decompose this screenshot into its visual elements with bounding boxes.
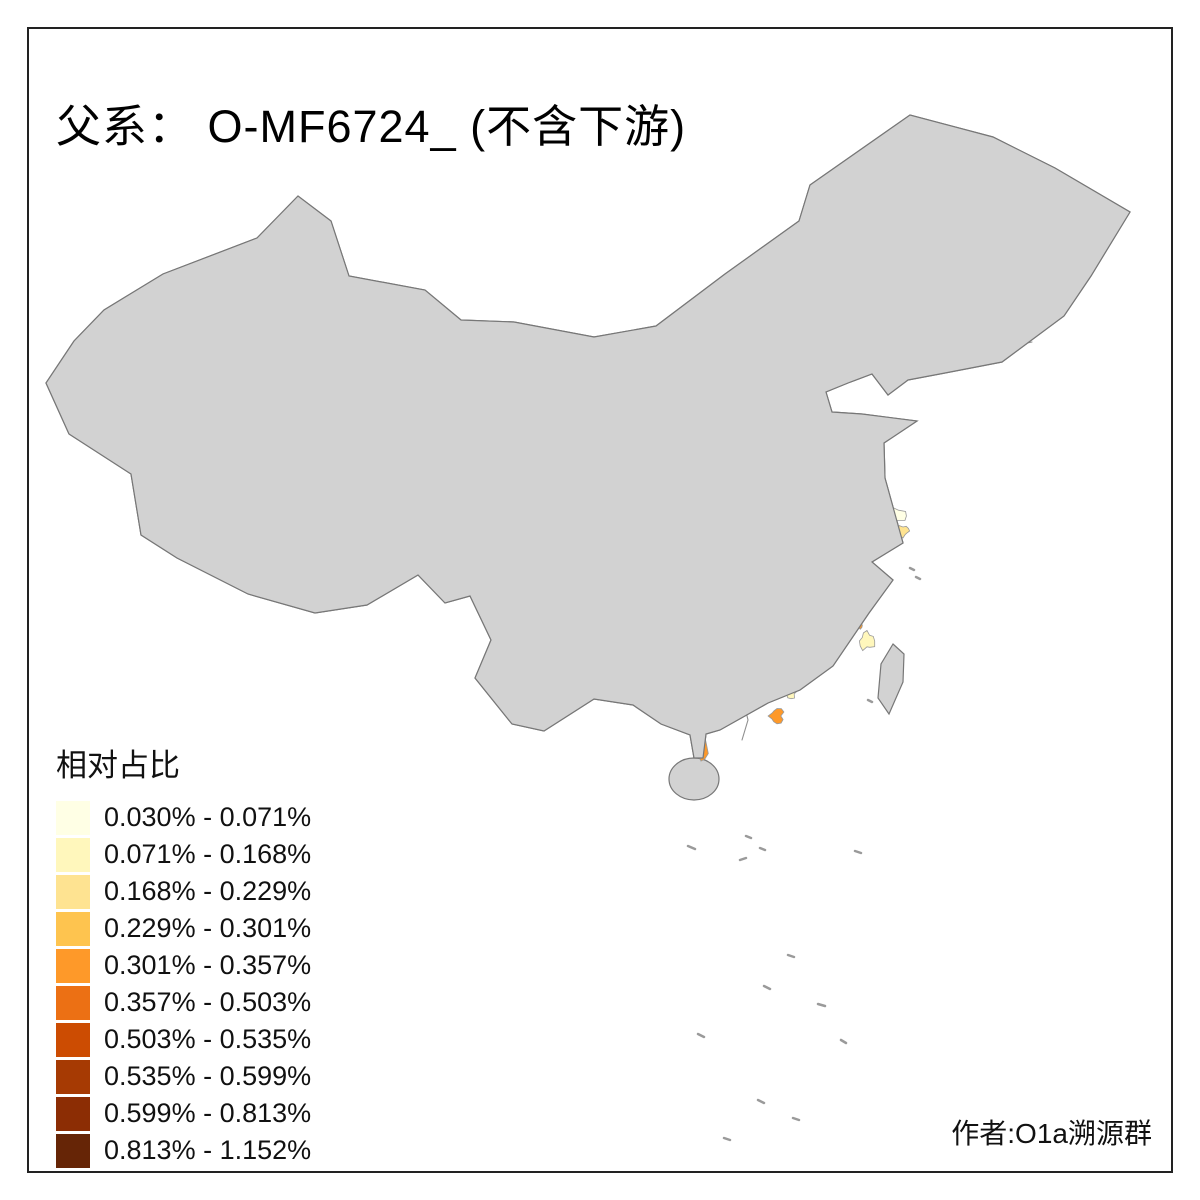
legend-swatch [56,1133,90,1168]
legend-swatch [56,985,90,1020]
legend: 相对占比 0.030% - 0.071% 0.071% - 0.168% 0.168… [56,740,311,1169]
legend-swatch [56,874,90,909]
legend-item: 0.599% - 0.813% [56,1095,311,1132]
legend-swatch [56,948,90,983]
legend-label: 0.357% - 0.503% [104,987,312,1017]
legend-item: 0.357% - 0.503% [56,984,311,1021]
legend-label: 0.535% - 0.599% [104,1061,312,1091]
legend-label: 0.071% - 0.168% [104,839,312,869]
legend-item: 0.168% - 0.229% [56,873,311,910]
legend-item: 0.535% - 0.599% [56,1058,311,1095]
taiwan-island [877,643,905,716]
legend-label: 0.503% - 0.535% [104,1024,312,1054]
legend-swatch [56,1022,90,1057]
legend-title: 相对占比 [56,748,180,783]
south-china-sea-islets [686,566,922,1142]
legend-rows: 0.030% - 0.071% 0.071% - 0.168% 0.168% - 0… [56,799,311,1169]
region-guangdong-dot [767,708,785,725]
legend-swatch [56,837,90,872]
map-title: 父系： O-MF6724_ (不含下游) [56,101,687,153]
legend-item: 0.503% - 0.535% [56,1021,311,1058]
legend-label: 0.301% - 0.357% [104,950,312,980]
legend-swatch [56,800,90,835]
legend-item: 0.071% - 0.168% [56,836,311,873]
legend-swatch [56,911,90,946]
legend-swatch [56,1096,90,1131]
legend-item: 0.813% - 1.152% [56,1132,311,1169]
legend-label: 0.599% - 0.813% [104,1098,312,1128]
legend-label: 0.168% - 0.229% [104,876,312,906]
legend-label: 0.229% - 0.301% [104,913,312,943]
author-credit: 作者:O1a溯源群 [951,1118,1152,1149]
hainan-island [668,757,720,801]
legend-swatch [56,1059,90,1094]
legend-label: 0.813% - 1.152% [104,1135,312,1165]
region-fujian-pale [858,629,876,652]
legend-label: 0.030% - 0.071% [104,802,312,832]
legend-item: 0.301% - 0.357% [56,947,311,984]
legend-item: 0.229% - 0.301% [56,910,311,947]
legend-item: 0.030% - 0.071% [56,799,311,836]
